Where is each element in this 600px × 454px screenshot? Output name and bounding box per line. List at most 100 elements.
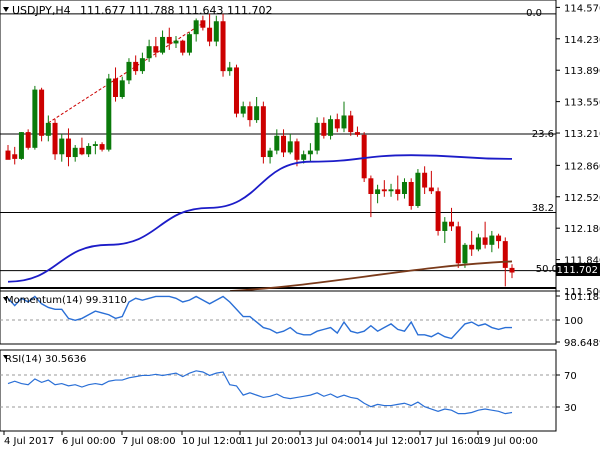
rsi-tick: 30 [564, 403, 577, 414]
momentum-title: Momentum(14) 99.3110 [5, 295, 127, 306]
candle [126, 58, 132, 85]
ma-fast-line [7, 154, 513, 283]
momentum-pane[interactable]: Momentum(14) 99.3110 [0, 290, 557, 345]
time-label: 6 Jul 00:00 [62, 436, 116, 447]
candle [368, 175, 374, 218]
symbol-timeframe: USDJPY,H4 [12, 4, 71, 17]
candle [18, 132, 24, 160]
candle [233, 64, 239, 118]
collapse-arrow-icon[interactable] [3, 355, 8, 359]
candle [32, 85, 38, 150]
candle [200, 15, 206, 31]
momentum-tick: 101.1881 [564, 292, 600, 303]
momentum-tick: 98.6489 [564, 338, 600, 349]
main-price-pane[interactable]: USDJPY,H4 111.677 111.788 111.643 111.70… [0, 0, 558, 292]
collapse-arrow-icon[interactable] [3, 297, 8, 301]
trend-line-dashed [48, 22, 204, 124]
moving-averages [7, 154, 513, 292]
candle [435, 187, 441, 236]
candle [166, 27, 172, 50]
candle [381, 180, 387, 197]
candle [139, 52, 145, 74]
candle [5, 145, 11, 160]
candle [146, 39, 152, 62]
time-label: 4 Jul 2017 [4, 436, 54, 447]
time-label: 13 Jul 04:00 [300, 436, 360, 447]
candle [294, 138, 300, 167]
candle [12, 146, 18, 165]
candle [422, 166, 428, 194]
candle [354, 126, 360, 137]
rsi-axis: 70 30 [556, 371, 577, 414]
fib-label-0: 0.0 [526, 8, 542, 19]
price-tick: 112.860 [564, 161, 600, 172]
candle [45, 115, 51, 142]
price-tick: 114.230 [564, 35, 600, 46]
collapse-arrow-icon[interactable] [3, 7, 9, 12]
candle [119, 76, 125, 99]
candle [408, 178, 414, 210]
candle [509, 264, 515, 279]
candle [240, 101, 246, 118]
candle [341, 101, 347, 133]
price-axis[interactable]: 114.570 114.230 113.890 113.550 113.210 112.8… [556, 3, 600, 298]
candle [395, 175, 401, 201]
candle [489, 230, 495, 253]
candle [186, 32, 192, 56]
candle [415, 169, 421, 208]
candle [388, 183, 394, 197]
candle [321, 117, 327, 139]
fibonacci-levels [0, 13, 556, 289]
candle [375, 184, 381, 204]
fib-label-50: 50.0 [536, 264, 558, 275]
price-tick: 112.520 [564, 193, 600, 204]
candle [220, 13, 226, 77]
candle [180, 39, 186, 56]
candle [65, 128, 71, 167]
candle [59, 133, 65, 162]
fib-label-236: 23.6 [532, 129, 554, 140]
time-label: 17 Jul 16:00 [420, 436, 480, 447]
candle [72, 145, 78, 162]
candle [455, 221, 461, 268]
candle [334, 113, 340, 133]
time-axis[interactable]: 4 Jul 2017 6 Jul 00:00 7 Jul 08:00 10 Jul 1… [0, 430, 556, 447]
candle [307, 143, 313, 162]
candle [25, 129, 31, 150]
candle [314, 117, 320, 155]
ma-slow-line [229, 260, 513, 292]
candle [469, 230, 475, 256]
momentum-axis: 101.1881 100 98.6489 [556, 292, 600, 349]
candle [106, 73, 112, 152]
candle [287, 133, 293, 155]
candle [361, 132, 367, 182]
rsi-pane[interactable]: RSI(14) 30.5636 [0, 349, 557, 432]
candle [79, 137, 85, 156]
candle [193, 18, 199, 42]
momentum-tick: 100 [564, 316, 583, 327]
trend-line [48, 22, 204, 124]
candle [52, 119, 58, 160]
candle [39, 87, 45, 142]
candle [153, 36, 159, 58]
time-label: 10 Jul 12:00 [182, 436, 242, 447]
candle [496, 233, 502, 249]
price-tick: 111.500 [564, 287, 600, 298]
time-label: 11 Jul 20:00 [240, 436, 300, 447]
momentum-line [7, 295, 512, 340]
candle [227, 61, 233, 76]
candle [274, 129, 280, 155]
price-tick: 112.180 [564, 224, 600, 235]
candle [401, 178, 407, 199]
time-label: 7 Jul 08:00 [122, 436, 176, 447]
price-tick: 114.570 [564, 3, 600, 14]
candle [428, 170, 434, 194]
candle [482, 221, 488, 249]
candle [348, 110, 354, 136]
candle [213, 15, 219, 47]
candle [86, 143, 92, 158]
ohlc-readout: 111.677 111.788 111.643 111.702 [80, 4, 272, 17]
candle [207, 13, 213, 47]
momentum-series [7, 295, 512, 340]
